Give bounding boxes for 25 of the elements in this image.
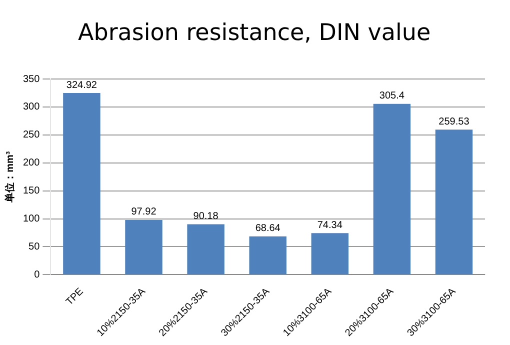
x-tick-label: TPE [64, 286, 86, 308]
y-tick-label: 0 [34, 269, 40, 280]
bar [373, 104, 411, 274]
y-tick-label: 50 [28, 241, 40, 252]
y-axis-title: 单位：mm³ [4, 150, 16, 204]
y-tick-label: 100 [22, 214, 40, 225]
bar [435, 130, 473, 274]
y-tick-label: 350 [22, 74, 40, 85]
y-tick-label: 150 [22, 186, 40, 197]
bar [249, 236, 286, 274]
data-label: 68.64 [255, 223, 281, 234]
data-label: 90.18 [193, 211, 219, 222]
bar [311, 233, 348, 274]
data-label: 259.53 [438, 116, 470, 128]
data-label: 305.4 [379, 90, 405, 102]
bar [125, 220, 162, 274]
y-tick-label: 200 [22, 158, 40, 169]
data-label: 74.34 [317, 220, 343, 231]
chart-title: Abrasion resistance, DIN value [78, 20, 431, 46]
bar [63, 93, 100, 274]
bar [187, 224, 224, 274]
data-label: 324.92 [66, 80, 98, 91]
y-tick-label: 300 [22, 102, 40, 113]
y-tick-label: 250 [22, 130, 40, 141]
data-label: 97.92 [131, 206, 157, 218]
